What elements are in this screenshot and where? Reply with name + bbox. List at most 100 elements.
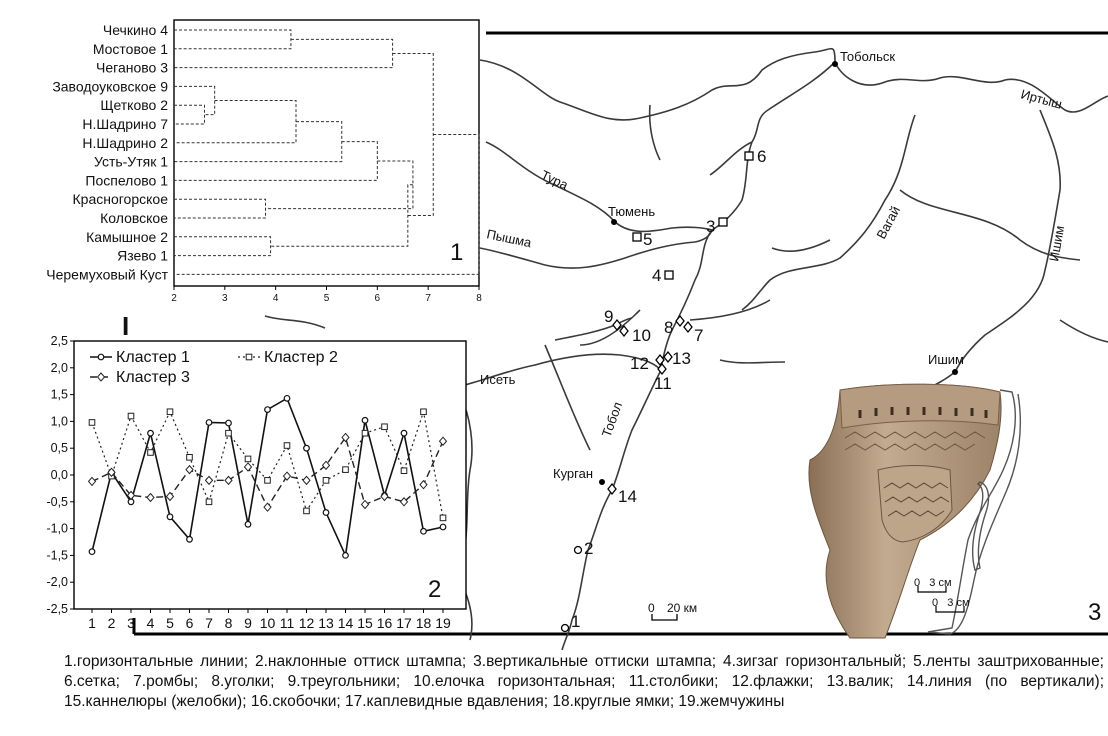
river-label-vagai: Вагай	[873, 204, 903, 242]
panel-label-3: 3	[1088, 599, 1101, 626]
river-vagai	[741, 114, 916, 311]
line-point-series-2	[264, 477, 271, 484]
line-chart-y-tick-label: 2,5	[51, 334, 68, 348]
line-point-series-3	[204, 475, 214, 486]
city-dot-kurgan	[599, 479, 605, 485]
line-point-series-2	[205, 498, 213, 506]
line-chart-y-tick-label: 1,0	[51, 414, 68, 428]
dendrogram-leaf-label: Камышное 2	[86, 229, 168, 245]
line-chart-y-tick-label: -1,5	[46, 548, 68, 562]
river-label-ishim: Ишим	[1046, 224, 1067, 262]
dendrogram-link	[270, 184, 413, 247]
dendrogram-leaf-label: Язево 1	[117, 248, 168, 264]
dendrogram-leaf-label: Черемуховый Куст	[46, 266, 168, 282]
river-tributary-2	[771, 239, 831, 252]
line-point-series-2	[225, 429, 232, 437]
line-chart-x-tick-label: 5	[166, 615, 174, 631]
line-point-series-2	[186, 454, 193, 461]
line-point-series-3	[282, 471, 292, 481]
line-chart-x-tick-label: 17	[396, 615, 412, 631]
site-marker-3	[718, 217, 728, 227]
vessel-scale-2: 0 3 см	[932, 597, 970, 613]
site-num-11: 11	[654, 374, 672, 393]
site-marker-14	[607, 482, 617, 496]
line-chart-x-tick-label: 13	[318, 615, 334, 631]
site-marker-7	[683, 320, 693, 334]
river-tributary-1	[709, 141, 753, 176]
dendrogram-leaf-label: Щетково 2	[100, 97, 168, 113]
site-marker-4	[664, 270, 674, 280]
line-chart-x-tick-label: 18	[416, 615, 432, 631]
river-tura	[485, 141, 713, 233]
dendrogram-x-tick-label: 2	[171, 293, 177, 304]
dendrogram-x-tick-label: 3	[222, 293, 228, 304]
river-west	[554, 317, 633, 341]
line-chart-y-tick-label: -2,0	[46, 575, 68, 589]
dendrogram-leaf-label: Мостовое 1	[93, 41, 168, 57]
line-point-series-2	[147, 449, 154, 456]
line-chart-x-tick-label: 16	[377, 615, 393, 631]
line-point-series-3	[224, 475, 233, 486]
site-num-4: 4	[652, 266, 661, 285]
line-chart-y-tick-label: 0,5	[51, 441, 68, 455]
site-num-12: 12	[630, 354, 649, 373]
line-point-series-1	[186, 535, 193, 543]
map: 6 3 5 4 9 10 8 7 12 13 11 14 2 1 Тобольс…	[132, 31, 1108, 650]
line-point-series-1	[205, 419, 213, 426]
line-point-series-2	[420, 408, 427, 416]
river-label-iset: Исеть	[480, 372, 516, 387]
line-chart-x-tick-label: 10	[260, 615, 276, 631]
site-num-14: 14	[618, 487, 637, 506]
dendrogram-link	[174, 104, 205, 125]
city-dot-ishim	[952, 369, 958, 375]
vessel-scale-1: 0 3 см	[914, 577, 952, 593]
line-chart-x-tick-label: 12	[299, 615, 315, 631]
line-chart-x-tick-label: 3	[127, 615, 135, 631]
dendrogram-link	[174, 38, 394, 69]
line-point-series-1	[322, 509, 330, 516]
line-point-series-3	[243, 462, 253, 472]
river-tobol	[561, 61, 836, 650]
line-point-series-2	[127, 412, 135, 420]
line-point-series-2	[88, 419, 96, 426]
line-point-series-1	[283, 394, 291, 402]
line-chart-y-tick-label: -2,5	[46, 602, 68, 616]
river-label-tura: Тура	[539, 167, 571, 193]
dendrogram-link	[174, 236, 272, 257]
panel-label-2: 2	[428, 576, 441, 603]
section-marker: I	[122, 311, 129, 341]
dendrogram-leaf-label: Н.Шадрино 2	[82, 135, 168, 151]
line-point-series-3	[360, 499, 370, 510]
line-chart-x-tick-label: 15	[357, 615, 373, 631]
line-point-series-3	[321, 460, 331, 471]
river-tributary-4	[579, 309, 641, 346]
svg-text:0 3 см: 0 3 см	[914, 577, 952, 589]
line-point-series-3	[165, 491, 175, 502]
site-marker-10	[619, 324, 629, 338]
line-point-series-2	[303, 507, 310, 515]
line-point-series-1	[264, 406, 271, 414]
line-point-series-2	[166, 408, 174, 416]
line-point-series-1	[88, 548, 96, 556]
river-ishim	[954, 109, 1061, 373]
svg-text:20 км: 20 км	[667, 601, 697, 615]
river-iset	[464, 353, 663, 386]
map-scale-bar: 0 20 км	[648, 601, 697, 621]
dendrogram-link	[174, 134, 480, 275]
dendrogram-x-tick-label: 4	[273, 293, 279, 304]
site-marker-1	[560, 623, 570, 633]
dendrogram-leaf-label: Поспелово 1	[85, 172, 168, 188]
line-chart-x-tick-label: 9	[244, 615, 252, 631]
line-chart-y-tick-label: -1,0	[46, 522, 68, 536]
line-point-series-1	[439, 523, 447, 531]
river-label-irtysh: Иртыш	[1019, 86, 1063, 111]
river-irtysh	[479, 47, 1108, 121]
site-marker-8	[675, 314, 685, 328]
river-tributary-5	[719, 359, 786, 364]
legend-label-series-3: Кластер 3	[116, 369, 190, 386]
river-mid	[689, 299, 771, 321]
line-chart-x-tick-label: 6	[186, 615, 194, 631]
line-chart-x-tick-label: 4	[147, 615, 155, 631]
site-num-8: 8	[664, 318, 673, 337]
line-point-series-2	[283, 442, 291, 449]
